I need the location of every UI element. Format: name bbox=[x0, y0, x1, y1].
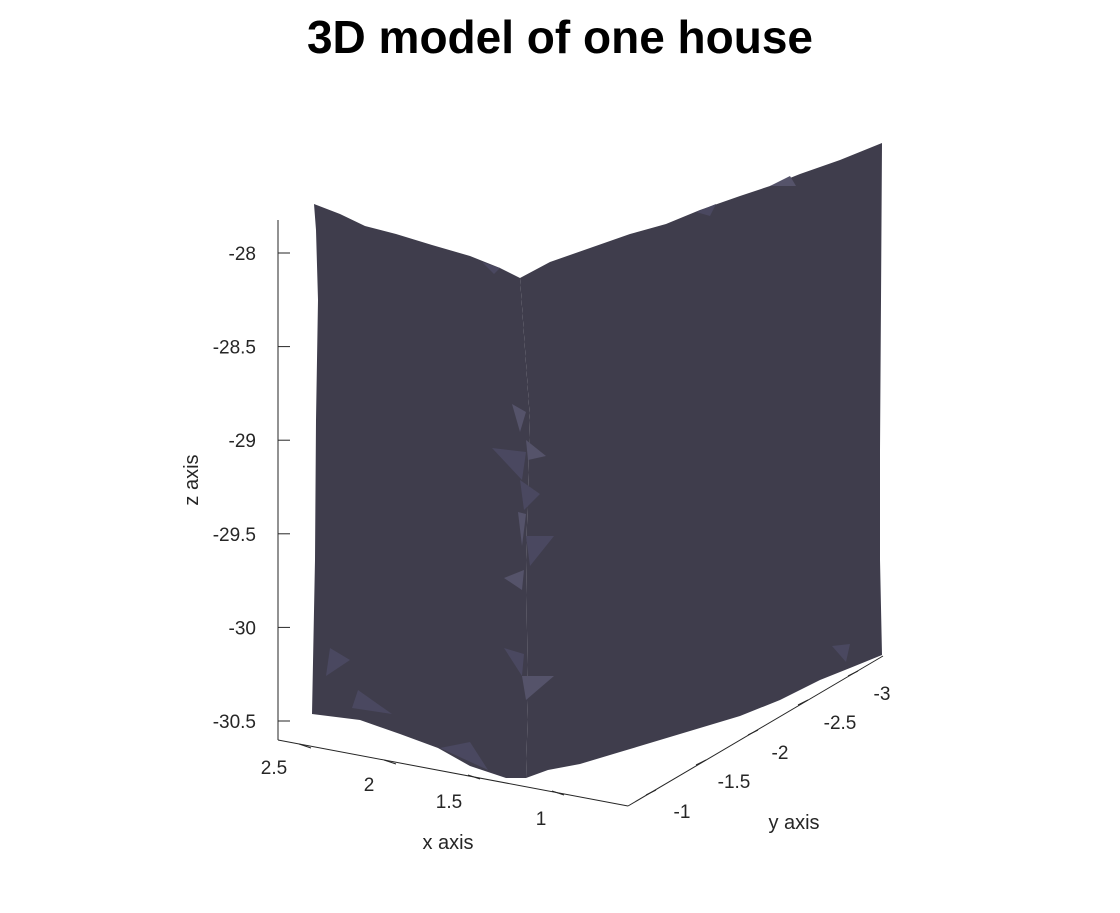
x-axis-line bbox=[277, 739, 629, 807]
surface-facet bbox=[526, 440, 546, 460]
surface-facet bbox=[522, 676, 554, 700]
surface-facet bbox=[440, 742, 488, 770]
y-ticks: -3 -2.5 -2 -1.5 -1 bbox=[645, 670, 891, 823]
x-tick-label: 1.5 bbox=[436, 792, 462, 813]
x-tick-label: 2 bbox=[364, 775, 375, 796]
z-tick-label: -30 bbox=[229, 618, 256, 639]
chart-title: 3D model of one house bbox=[306, 11, 814, 63]
y-axis-label: y axis bbox=[768, 812, 819, 834]
surface-face-x-wall bbox=[312, 204, 530, 778]
x-tick-label: 1 bbox=[536, 809, 547, 830]
surface-facet bbox=[504, 648, 524, 676]
surface-facet bbox=[832, 644, 850, 662]
x-ticks: 2.5 2 1.5 1 bbox=[261, 743, 565, 830]
x-tick-mark bbox=[298, 743, 312, 749]
y-tick-mark bbox=[747, 729, 759, 736]
z-tick-label: -29.5 bbox=[213, 525, 256, 546]
z-tick-label: -29 bbox=[229, 431, 256, 452]
surface-facet bbox=[504, 570, 524, 590]
z-tick-label: -30.5 bbox=[213, 712, 256, 733]
y-tick-mark bbox=[645, 789, 657, 796]
y-tick-label: -1.5 bbox=[718, 772, 751, 793]
y-tick-mark bbox=[797, 699, 809, 706]
surface-facet bbox=[518, 512, 526, 546]
z-tick-label: -28.5 bbox=[213, 338, 256, 359]
surface-facet bbox=[492, 448, 526, 480]
y-tick-mark bbox=[695, 759, 707, 766]
surface-facet bbox=[326, 648, 350, 676]
surface-facet bbox=[696, 204, 716, 216]
z-tick-label: -28 bbox=[229, 244, 256, 265]
y-tick-label: -2.5 bbox=[824, 713, 857, 734]
x-tick-mark bbox=[383, 759, 397, 765]
surface-facet bbox=[482, 262, 500, 274]
y-tick-label: -1 bbox=[674, 802, 691, 823]
surface-facet bbox=[770, 176, 796, 186]
surface-facet bbox=[526, 536, 554, 566]
house-surface bbox=[312, 143, 882, 778]
surface-face-y-wall bbox=[520, 143, 882, 778]
x-axis-label: x axis bbox=[422, 832, 473, 854]
z-ticks: -28 -28.5 -29 -29.5 -30 -30.5 bbox=[213, 244, 290, 733]
y-tick-label: -3 bbox=[874, 684, 891, 705]
y-tick-mark bbox=[847, 670, 859, 677]
x-tick-mark bbox=[467, 774, 481, 780]
x-tick-mark bbox=[551, 790, 565, 796]
x-tick-label: 2.5 bbox=[261, 758, 287, 779]
y-tick-label: -2 bbox=[772, 743, 789, 764]
surface-facet bbox=[512, 404, 526, 432]
z-axis-label: z axis bbox=[181, 454, 203, 505]
surface-facet bbox=[352, 690, 392, 714]
surface-facet bbox=[520, 480, 540, 510]
